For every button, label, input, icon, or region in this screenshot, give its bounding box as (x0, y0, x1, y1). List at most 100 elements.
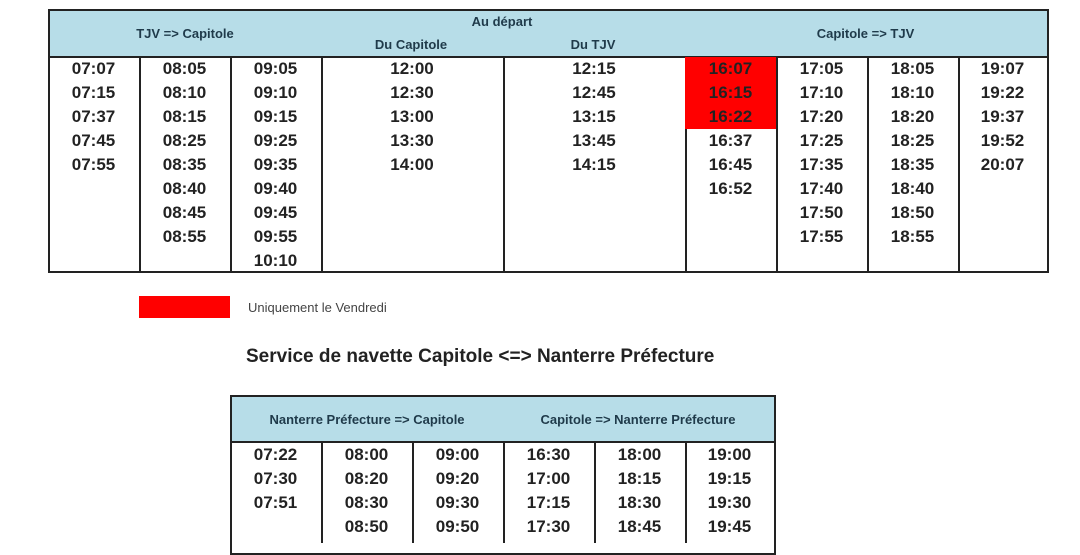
departure-time: 07:37 (71, 107, 116, 126)
timetable-column: 16:30 17:00 17:15 17:30 (503, 443, 596, 543)
timetable-column: 17:05 17:10 17:20 17:25 17:35 17:40 17:50 17:55 (776, 57, 869, 273)
departure-time: 08:55 (162, 227, 207, 246)
departure-time: 18:20 (890, 107, 935, 126)
departure-time: 17:35 (799, 155, 844, 174)
departure-time: 09:35 (253, 155, 298, 174)
timetable-column: 09:00 09:20 09:30 09:50 (412, 443, 505, 543)
departure-time: 17:20 (799, 107, 844, 126)
departure-time: 10:10 (253, 251, 298, 270)
timetable-column: 09:05 09:10 09:15 09:25 09:35 09:40 09:45 09:55… (230, 57, 323, 273)
timetable-column: 07:22 07:30 07:51 (230, 443, 323, 543)
departure-time: 16:15 (685, 81, 776, 105)
departure-time: 08:45 (162, 203, 207, 222)
departure-time: 08:30 (344, 493, 389, 512)
departure-time: 09:25 (253, 131, 298, 150)
departure-time: 13:30 (390, 131, 434, 150)
timetable-column: 19:00 19:15 19:30 19:45 (685, 443, 776, 543)
departure-time: 13:00 (390, 107, 434, 126)
departure-time: 17:25 (799, 131, 844, 150)
departure-time: 07:51 (253, 493, 298, 512)
header-au-depart: Au départ (320, 9, 686, 34)
departure-time: 19:07 (980, 59, 1025, 78)
departure-time: 08:35 (162, 155, 207, 174)
timetable-column: 08:05 08:10 08:15 08:25 08:35 08:40 08:45 08:55 (139, 57, 232, 273)
departure-time: 07:15 (71, 83, 116, 102)
departure-time: 12:15 (572, 59, 616, 78)
departure-time: 09:50 (435, 517, 480, 536)
departure-time: 19:52 (980, 131, 1025, 150)
timetable-column: 08:00 08:20 08:30 08:50 (321, 443, 414, 543)
departure-time: 13:15 (572, 107, 616, 126)
departure-time: 09:05 (253, 59, 298, 78)
departure-time: 07:07 (71, 59, 116, 78)
departure-time: 08:25 (162, 131, 207, 150)
departure-time: 07:55 (71, 155, 116, 174)
departure-time: 07:45 (71, 131, 116, 150)
header-tjv-capitole: TJV => Capitole (48, 9, 322, 58)
departure-time: 18:50 (890, 203, 935, 222)
departure-time: 19:45 (707, 517, 752, 536)
departure-time: 19:37 (980, 107, 1025, 126)
departure-time: 16:37 (708, 131, 753, 150)
departure-time: 14:15 (572, 155, 616, 174)
departure-time: 18:40 (890, 179, 935, 198)
departure-time: 08:50 (344, 517, 389, 536)
departure-time: 16:52 (708, 179, 753, 198)
departure-time: 09:40 (253, 179, 298, 198)
timetable-column: 18:00 18:15 18:30 18:45 (594, 443, 687, 543)
departure-time: 16:45 (708, 155, 753, 174)
departure-time: 12:45 (572, 83, 616, 102)
departure-time: 19:22 (980, 83, 1025, 102)
departure-time: 18:45 (617, 517, 662, 536)
departure-time: 07:30 (253, 469, 298, 488)
timetable-column: 12:00 12:30 13:00 13:30 14:00 (321, 57, 505, 273)
timetable-column: 16:07 16:15 16:22 16:37 16:45 16:52 (685, 57, 778, 273)
departure-time: 17:40 (799, 179, 844, 198)
departure-time: 08:20 (344, 469, 389, 488)
departure-time: 18:00 (617, 445, 662, 464)
departure-time: 09:30 (435, 493, 480, 512)
departure-time: 17:50 (799, 203, 844, 222)
departure-time: 18:25 (890, 131, 935, 150)
departure-time: 17:05 (799, 59, 844, 78)
departure-time: 08:40 (162, 179, 207, 198)
departure-time: 17:10 (799, 83, 844, 102)
departure-time: 17:00 (526, 469, 571, 488)
legend-label: Uniquement le Vendredi (248, 300, 387, 315)
departure-time: 17:15 (526, 493, 571, 512)
departure-time: 08:10 (162, 83, 207, 102)
departure-time: 13:45 (572, 131, 616, 150)
departure-time: 09:10 (253, 83, 298, 102)
departure-time: 17:55 (799, 227, 844, 246)
header-du-tjv: Du TJV (502, 32, 686, 58)
timetable-column: 19:07 19:22 19:37 19:52 20:07 (958, 57, 1049, 273)
departure-time: 09:45 (253, 203, 298, 222)
legend-swatch-friday (139, 296, 230, 318)
departure-time: 16:22 (685, 105, 776, 129)
departure-time: 09:20 (435, 469, 480, 488)
departure-time: 18:05 (890, 59, 935, 78)
departure-time: 08:05 (162, 59, 207, 78)
header-du-capitole: Du Capitole (320, 32, 504, 58)
timetable-column: 12:15 12:45 13:15 13:45 14:15 (503, 57, 687, 273)
departure-time: 17:30 (526, 517, 571, 536)
departure-time: 08:00 (344, 445, 389, 464)
departure-time: 18:10 (890, 83, 935, 102)
departure-time: 12:30 (390, 83, 434, 102)
departure-time: 16:30 (526, 445, 571, 464)
departure-time: 20:07 (980, 155, 1025, 174)
departure-time: 09:00 (435, 445, 480, 464)
header-capitole-nanterre: Capitole => Nanterre Préfecture (502, 395, 776, 443)
timetable-column: 07:07 07:15 07:37 07:45 07:55 (48, 57, 141, 273)
departure-time: 18:15 (617, 469, 662, 488)
departure-time: 07:22 (253, 445, 298, 464)
departure-time: 16:07 (685, 57, 776, 81)
header-capitole-tjv: Capitole => TJV (684, 9, 1049, 58)
section-title: Service de navette Capitole <=> Nanterre… (246, 346, 715, 367)
departure-time: 08:15 (162, 107, 207, 126)
departure-time: 14:00 (390, 155, 434, 174)
header-nanterre-capitole: Nanterre Préfecture => Capitole (230, 395, 504, 443)
departure-time: 12:00 (390, 59, 434, 78)
departure-time: 18:35 (890, 155, 935, 174)
departure-time: 19:00 (707, 445, 752, 464)
